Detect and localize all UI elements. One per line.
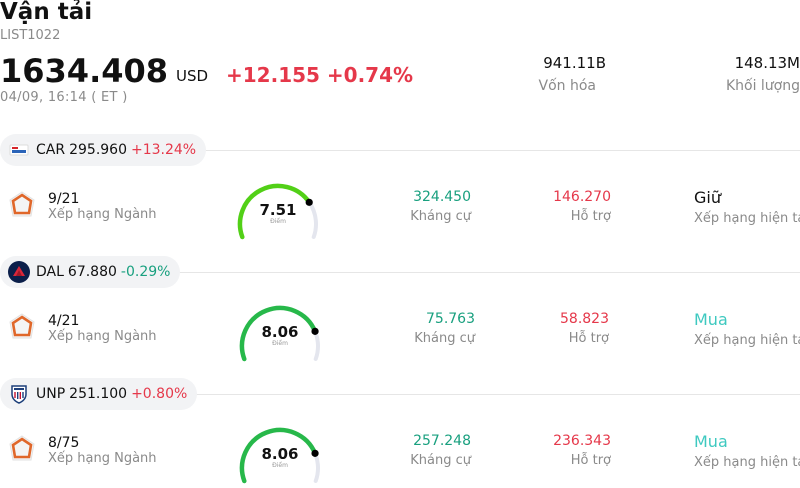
support-value: 146.270 — [553, 189, 611, 205]
stock-chip-car[interactable]: CAR 295.960 +13.24% — [0, 134, 207, 166]
union-pacific-logo-icon — [8, 383, 30, 405]
support-label: Hỗ trợ — [570, 209, 611, 224]
score-gauge — [237, 182, 322, 240]
index-price: 1634.408 — [0, 52, 169, 90]
score-value: 8.06 — [261, 445, 299, 463]
delta-logo-icon — [8, 261, 30, 283]
stock-price: 67.880 — [67, 264, 117, 280]
resistance-value: 324.450 — [413, 189, 471, 205]
score-label: Điểm — [272, 462, 288, 469]
stock-symbol: DAL — [36, 264, 64, 280]
stock-change: +13.24% — [131, 142, 197, 158]
support-value: 236.343 — [553, 433, 611, 449]
industry-rank-icon — [7, 434, 37, 468]
support-label: Hỗ trợ — [570, 453, 611, 468]
page-title: Vận tải — [0, 0, 93, 25]
row-divider — [0, 272, 800, 273]
industry-rank-value: 9/21 — [48, 191, 80, 207]
industry-rank-value: 4/21 — [48, 313, 80, 329]
gauge-fill — [237, 183, 312, 240]
market-cap-label: Vốn hóa — [538, 78, 596, 94]
stock-chip-dal[interactable]: DAL 67.880 -0.29% — [0, 256, 181, 288]
list-code: LIST1022 — [0, 28, 61, 43]
gauge-fill — [239, 305, 318, 362]
industry-rank-label: Xếp hạng Ngành — [48, 451, 157, 466]
current-rating-value: Mua — [694, 432, 728, 451]
stock-price: 295.960 — [69, 142, 127, 158]
resistance-label: Kháng cự — [410, 453, 471, 468]
current-rating-value: Mua — [694, 310, 728, 329]
current-rating-label: Xếp hạng hiện tại — [694, 333, 800, 348]
currency-label: USD — [176, 67, 209, 85]
current-rating-value: Giữ — [694, 188, 721, 207]
index-change: +12.155 +0.74% — [226, 63, 414, 87]
gauge-needle-dot — [311, 449, 319, 457]
avis-budget-logo-icon — [8, 139, 30, 161]
industry-rank-label: Xếp hạng Ngành — [48, 207, 157, 222]
volume-label: Khối lượng — [725, 78, 800, 94]
gauge-needle-dot — [305, 198, 313, 206]
current-rating-label: Xếp hạng hiện tại — [694, 211, 800, 226]
gauge-fill — [239, 427, 318, 484]
stock-change: -0.29% — [120, 264, 171, 280]
industry-rank-value: 8/75 — [48, 435, 80, 451]
market-cap-value: 941.11B — [543, 54, 606, 72]
support-label: Hỗ trợ — [568, 331, 609, 346]
stock-chip-unp[interactable]: UNP 251.100 +0.80% — [0, 378, 198, 410]
score-value: 7.51 — [259, 201, 297, 219]
score-value: 8.06 — [261, 323, 299, 341]
volume-value: 148.13M — [734, 54, 800, 72]
resistance-value: 257.248 — [413, 433, 471, 449]
industry-rank-icon — [7, 190, 37, 224]
timestamp: 04/09, 16:14 ( ET ) — [0, 90, 128, 105]
row-divider — [0, 394, 800, 395]
stock-price: 251.100 — [69, 386, 128, 402]
score-label: Điểm — [272, 340, 288, 347]
industry-rank-icon — [7, 312, 37, 346]
row-divider — [0, 150, 800, 151]
industry-rank-label: Xếp hạng Ngành — [48, 329, 157, 344]
resistance-label: Kháng cự — [410, 209, 471, 224]
resistance-label: Kháng cự — [414, 331, 475, 346]
gauge-needle-dot — [311, 327, 319, 335]
support-value: 58.823 — [560, 311, 609, 327]
score-gauge — [239, 304, 324, 362]
stock-symbol: CAR — [36, 142, 66, 158]
stock-symbol: UNP — [36, 386, 66, 402]
stock-change: +0.80% — [131, 386, 188, 402]
score-gauge — [239, 426, 324, 484]
current-rating-label: Xếp hạng hiện tại — [694, 455, 800, 470]
score-label: Điểm — [270, 218, 286, 225]
resistance-value: 75.763 — [426, 311, 475, 327]
